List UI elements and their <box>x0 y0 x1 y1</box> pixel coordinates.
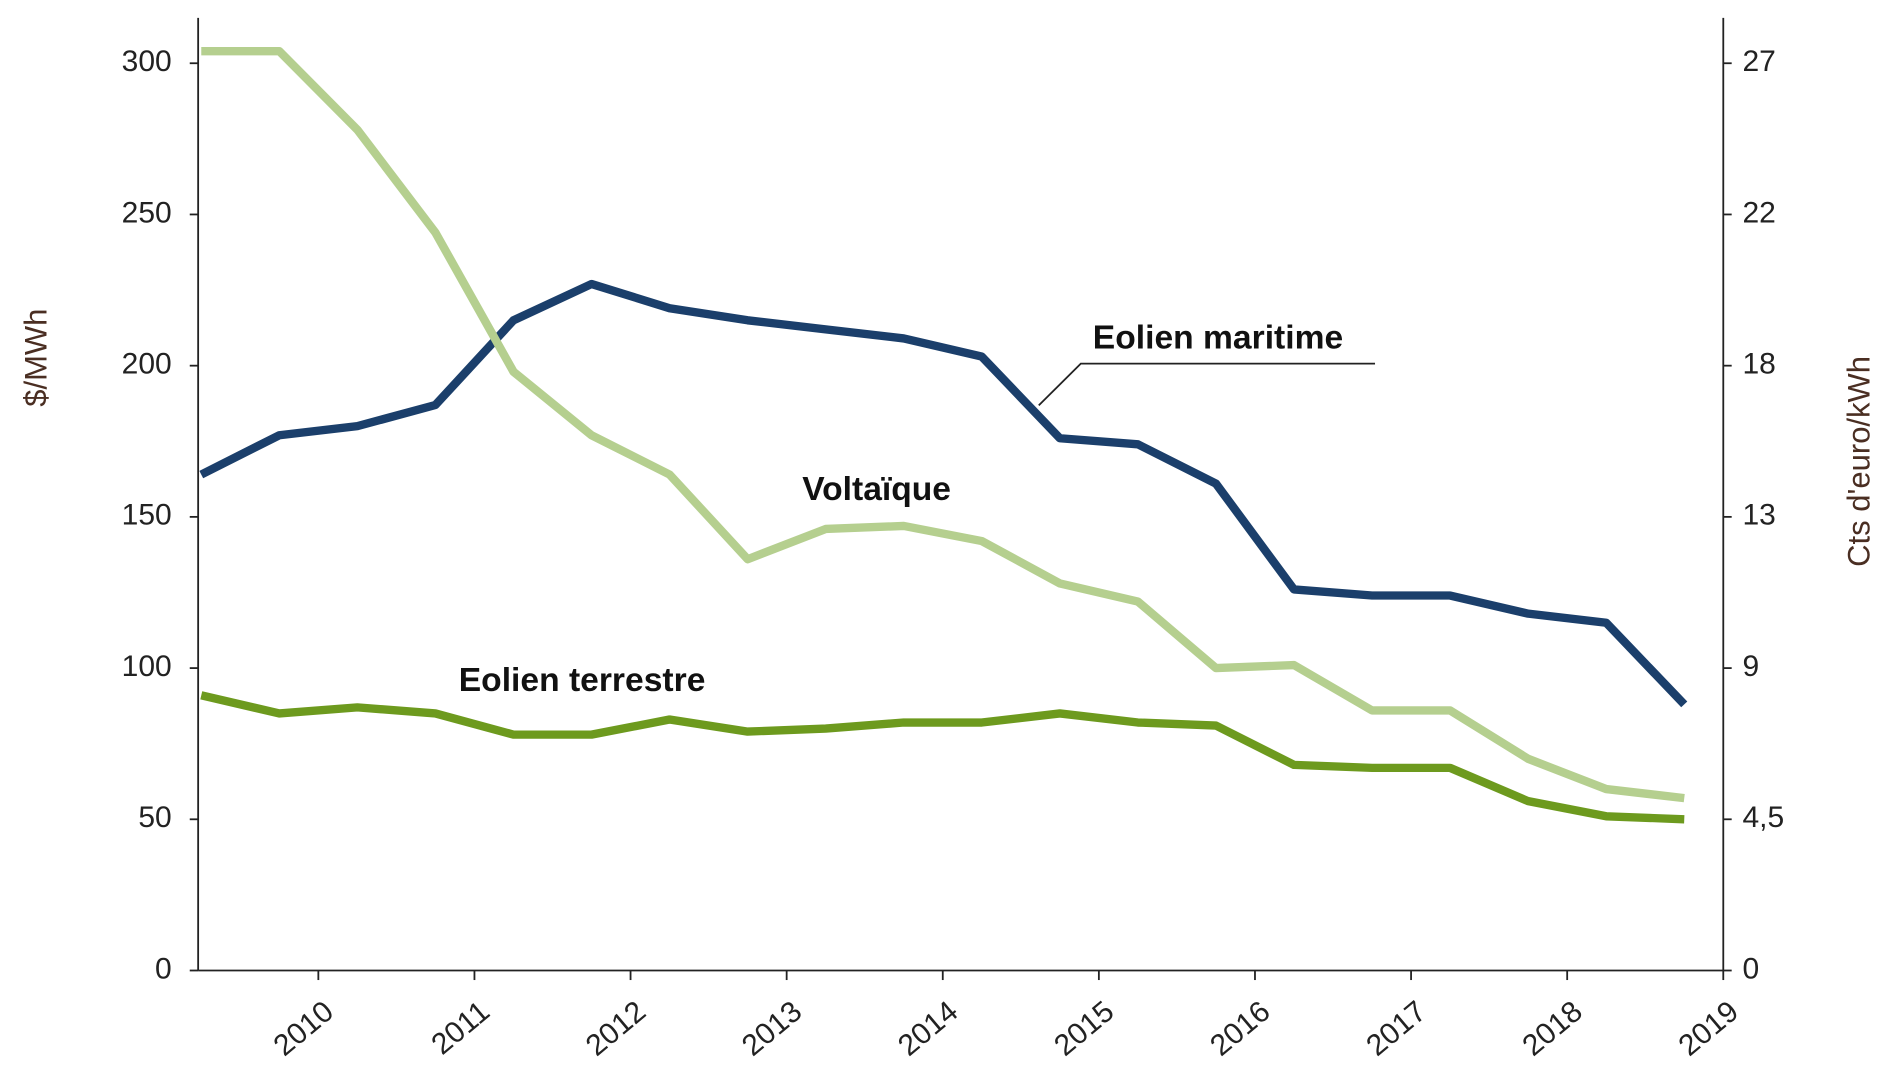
y2-tick-label: 4,5 <box>1742 801 1784 834</box>
y-tick-label: 250 <box>122 196 172 229</box>
y2-tick-label: 18 <box>1742 348 1775 381</box>
x-tick-label: 2010 <box>268 995 340 1063</box>
series-line <box>200 691 1685 824</box>
series-label: Eolien terrestre <box>459 662 706 699</box>
y-tick-label: 150 <box>122 499 172 532</box>
x-tick-label: 2016 <box>1204 995 1276 1063</box>
y-tick-label: 100 <box>122 650 172 683</box>
y-axis-label: $/MWh <box>19 309 54 407</box>
x-tick-label: 2018 <box>1516 995 1588 1063</box>
y2-tick-label: 13 <box>1742 499 1775 532</box>
x-tick-label: 2019 <box>1672 995 1744 1063</box>
series-line <box>201 46 1685 803</box>
series-label: Voltaïque <box>802 471 951 508</box>
y2-tick-label: 9 <box>1742 650 1759 683</box>
x-tick-label: 2011 <box>425 995 496 1061</box>
y-tick-label: 200 <box>122 348 172 381</box>
x-tick-label: 2017 <box>1360 995 1432 1063</box>
y-tick-label: 50 <box>138 801 171 834</box>
x-tick-label: 2015 <box>1048 995 1120 1063</box>
x-tick-label: 2012 <box>580 995 652 1063</box>
series-label: Eolien maritime <box>1093 320 1343 357</box>
y2-tick-label: 27 <box>1742 45 1775 78</box>
series-line <box>199 279 1688 708</box>
leader-line <box>1038 362 1376 407</box>
y-tick-label: 0 <box>155 952 172 985</box>
y-tick-label: 300 <box>122 45 172 78</box>
y2-axis-label: Cts d'euro/kWh <box>1842 356 1877 567</box>
x-tick-label: 2013 <box>736 995 808 1063</box>
y2-tick-label: 22 <box>1742 196 1775 229</box>
y2-tick-label: 0 <box>1742 952 1759 985</box>
x-tick-label: 2014 <box>892 995 964 1063</box>
